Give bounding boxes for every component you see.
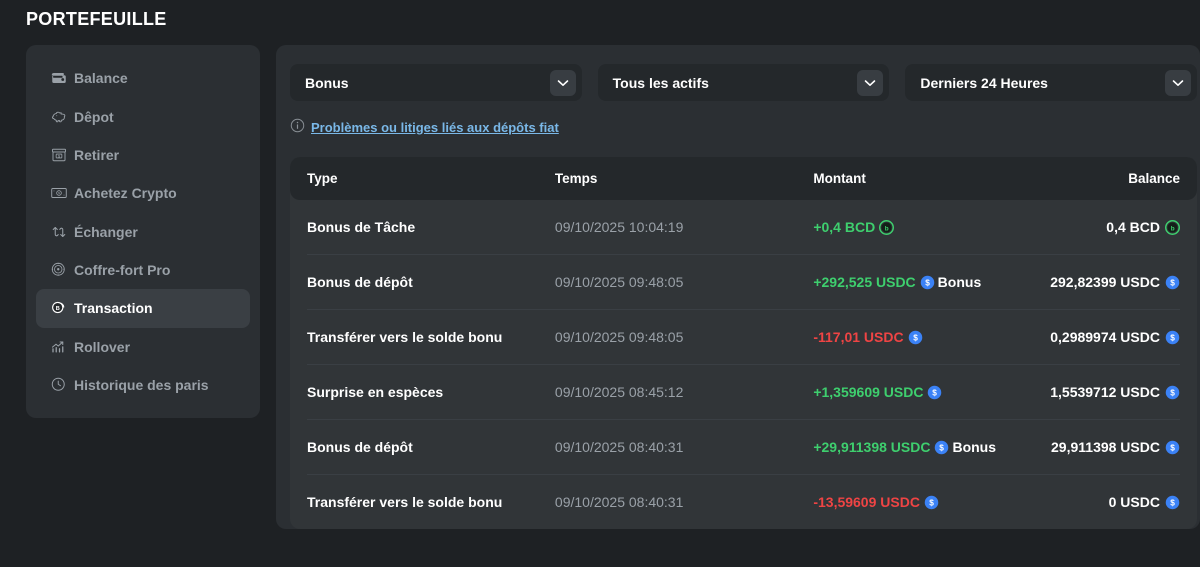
svg-text:$: $ [1170, 333, 1175, 342]
svg-text:$: $ [913, 333, 918, 342]
svg-text:$: $ [933, 388, 938, 397]
svg-text:$: $ [1170, 388, 1175, 397]
svg-text:b: b [885, 225, 889, 232]
svg-text:$: $ [1170, 498, 1175, 507]
svg-text:$: $ [1170, 278, 1175, 287]
svg-text:B: B [56, 306, 60, 312]
svg-text:$: $ [925, 278, 930, 287]
svg-text:$: $ [940, 443, 945, 452]
svg-text:$: $ [58, 191, 60, 195]
svg-text:b: b [1171, 225, 1175, 232]
svg-text:$: $ [58, 154, 60, 158]
svg-text:$: $ [929, 498, 934, 507]
svg-text:$: $ [1170, 443, 1175, 452]
